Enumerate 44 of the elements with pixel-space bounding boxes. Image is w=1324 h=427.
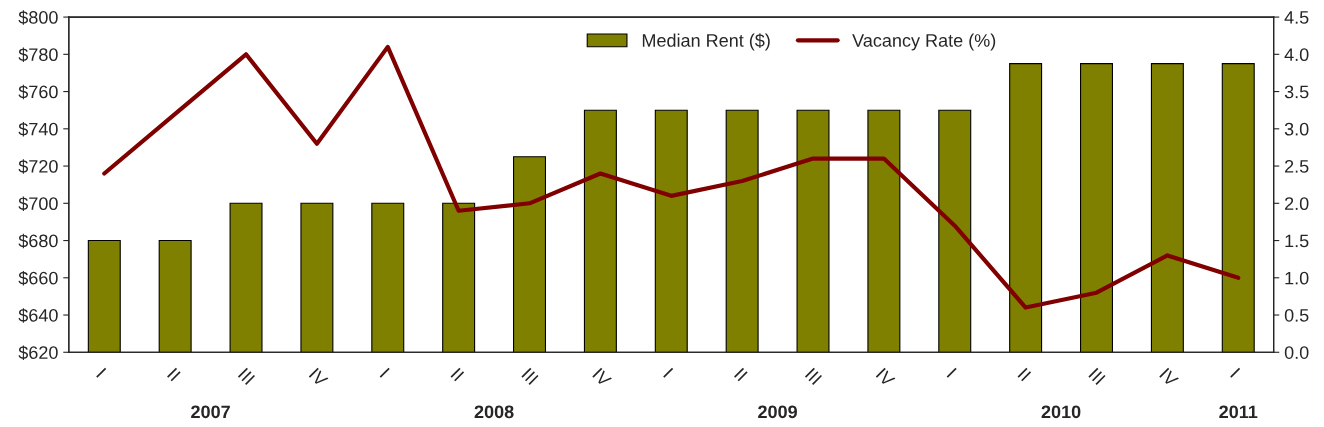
legend-label: Vacancy Rate (%) (852, 33, 996, 51)
y-tick-label: $720 (18, 159, 58, 174)
y-tick-label: $760 (18, 84, 58, 100)
y2-tick-label: 4.0 (1284, 48, 1309, 62)
x-tick-label: III (237, 367, 256, 385)
y2-tick-label: 2.5 (1285, 159, 1309, 173)
x-tick-label: IV (875, 367, 896, 388)
x-tick-label: II (450, 367, 465, 382)
y2-tick-label: 4.5 (1284, 11, 1309, 24)
text: 2009 (758, 405, 797, 419)
x-tick-label: III (521, 367, 539, 385)
x-tick-label: II (167, 367, 181, 382)
y2-tick-label: 0.0 (1284, 346, 1309, 359)
y-tick-label: $620 (18, 345, 58, 361)
y2-tick-label: 1.5 (1285, 234, 1309, 248)
y-tick-label: $700 (18, 196, 58, 212)
y-tick-label: $660 (18, 270, 58, 286)
y-tick-label: $640 (18, 308, 58, 323)
x-tick-label: II (1017, 367, 1032, 382)
y-tick-label: $740 (18, 121, 58, 137)
x-tick-label: II (734, 367, 748, 382)
x-tick-label: IV (592, 367, 612, 388)
x-tick-label: I (1230, 367, 1241, 378)
x-tick-label: IV (1159, 367, 1179, 388)
legend-label: Median Rent ($) (642, 33, 770, 51)
text: 2007 (191, 405, 230, 419)
text: 2010 (1041, 405, 1081, 419)
x-tick-label: I (96, 367, 107, 378)
text: 2011 (1219, 405, 1258, 419)
x-tick-label: I (663, 367, 674, 378)
x-tick-label: IV (308, 367, 329, 388)
y2-tick-label: 3.0 (1284, 122, 1309, 136)
y-tick-label: $780 (18, 47, 58, 63)
y2-tick-label: 3.5 (1284, 85, 1309, 99)
y2-tick-label: 0.5 (1284, 308, 1309, 322)
x-tick-label: III (1088, 367, 1106, 385)
x-tick-label: III (804, 367, 823, 385)
y2-tick-label: 2.0 (1285, 197, 1309, 211)
x-tick-label: I (946, 367, 957, 378)
y2-tick-label: 1.0 (1285, 271, 1309, 285)
x-tick-label: I (379, 367, 390, 378)
y-tick-label: $680 (18, 233, 58, 249)
text: 2008 (474, 405, 514, 419)
y-tick-label: $800 (18, 10, 58, 25)
